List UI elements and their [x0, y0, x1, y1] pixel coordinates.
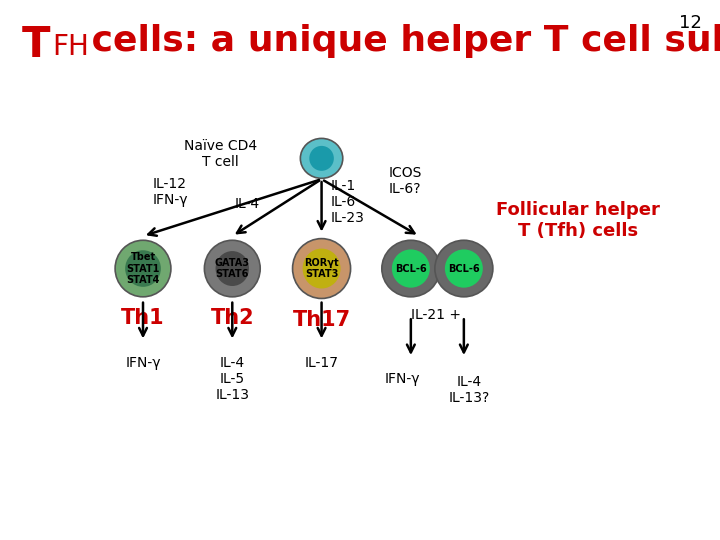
Ellipse shape	[445, 249, 483, 288]
Ellipse shape	[215, 251, 249, 286]
Text: IL-4
IL-5
IL-13: IL-4 IL-5 IL-13	[215, 356, 249, 402]
Ellipse shape	[300, 138, 343, 178]
Text: FH: FH	[52, 33, 89, 62]
Text: Th2: Th2	[210, 308, 254, 328]
Text: cells: a unique helper T cell subset: cells: a unique helper T cell subset	[79, 24, 720, 58]
Text: ICOS
IL-6?: ICOS IL-6?	[389, 166, 422, 197]
Ellipse shape	[435, 240, 493, 297]
Text: IL-17: IL-17	[305, 356, 338, 370]
Ellipse shape	[382, 240, 440, 297]
Ellipse shape	[302, 248, 341, 288]
Ellipse shape	[204, 240, 260, 297]
Text: IL-1
IL-6
IL-23: IL-1 IL-6 IL-23	[331, 179, 365, 225]
Ellipse shape	[125, 250, 161, 287]
Ellipse shape	[292, 239, 351, 299]
Text: Th1: Th1	[121, 308, 165, 328]
Ellipse shape	[115, 240, 171, 297]
Text: Th17: Th17	[292, 310, 351, 330]
Text: Naïve CD4
T cell: Naïve CD4 T cell	[184, 139, 258, 170]
Text: RORγt
STAT3: RORγt STAT3	[305, 258, 339, 279]
Text: IFN-γ: IFN-γ	[384, 373, 420, 387]
Ellipse shape	[310, 146, 334, 171]
Ellipse shape	[392, 249, 430, 288]
Text: IFN-γ: IFN-γ	[125, 356, 161, 370]
Text: Tbet
STAT1
STAT4: Tbet STAT1 STAT4	[126, 252, 160, 285]
Text: GATA3
STAT6: GATA3 STAT6	[215, 258, 250, 279]
Text: BCL-6: BCL-6	[448, 264, 480, 274]
Text: 12: 12	[679, 14, 702, 31]
Text: IL-4: IL-4	[235, 197, 260, 211]
Text: IL-4
IL-13?: IL-4 IL-13?	[449, 375, 490, 405]
Text: T: T	[22, 24, 50, 66]
Text: IL-12
IFN-γ: IL-12 IFN-γ	[152, 177, 188, 207]
Text: IL-21 +: IL-21 +	[411, 308, 461, 322]
Text: BCL-6: BCL-6	[395, 264, 427, 274]
Text: Follicular helper
T (Tfh) cells: Follicular helper T (Tfh) cells	[496, 201, 660, 240]
